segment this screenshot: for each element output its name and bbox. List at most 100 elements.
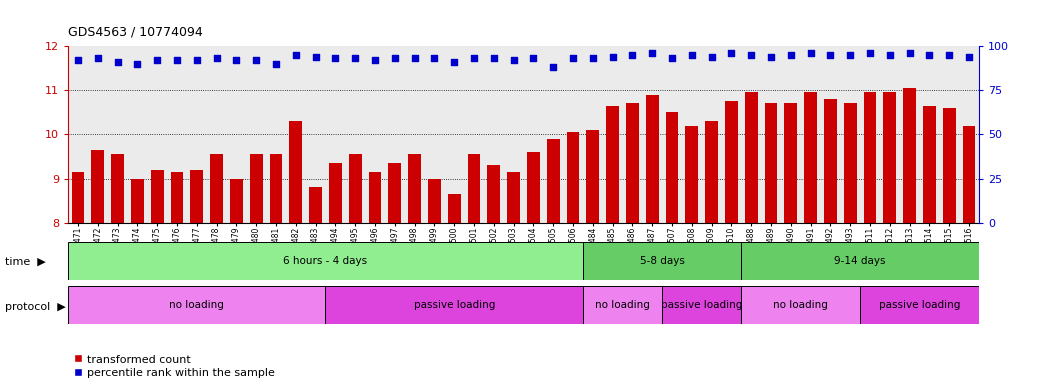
Point (109, 59, 126, 65)
Text: passive loading: passive loading (414, 300, 495, 310)
Text: 9-14 days: 9-14 days (834, 256, 886, 266)
Point (743, 52, 760, 58)
Bar (191, 170, 203, 223)
Bar (741, 242, 979, 280)
Point (208, 55, 225, 61)
Bar (171, 172, 183, 223)
Bar (666, 112, 678, 223)
Bar (151, 170, 163, 223)
Point (941, 52, 958, 58)
Point (564, 55, 581, 61)
Bar (91, 150, 105, 223)
Text: time  ▶: time ▶ (5, 257, 46, 267)
Point (169, 57, 185, 63)
Bar (725, 101, 738, 223)
Point (89, 55, 106, 61)
Bar (527, 152, 540, 223)
Point (486, 55, 503, 61)
Point (684, 52, 700, 58)
Point (862, 50, 878, 56)
Text: no loading: no loading (170, 300, 224, 310)
Point (426, 55, 443, 61)
Bar (566, 132, 579, 223)
Bar (369, 172, 381, 223)
Point (287, 52, 305, 58)
Bar (329, 163, 341, 223)
Bar (764, 104, 778, 223)
Text: passive loading: passive loading (661, 300, 742, 310)
Bar (309, 187, 322, 223)
Point (268, 61, 285, 67)
Bar (744, 93, 758, 223)
Bar (626, 104, 639, 223)
Point (386, 55, 403, 61)
Bar (606, 106, 619, 223)
Point (366, 57, 383, 63)
Point (188, 57, 205, 63)
Bar (210, 154, 223, 223)
Point (406, 55, 423, 61)
Bar (662, 286, 741, 324)
Bar (804, 93, 817, 223)
Point (961, 54, 978, 60)
Point (228, 57, 245, 63)
Bar (942, 108, 956, 223)
Bar (646, 94, 659, 223)
Bar (326, 286, 583, 324)
Bar (250, 154, 263, 223)
Text: 6 hours - 4 days: 6 hours - 4 days (284, 256, 367, 266)
Text: GDS4563 / 10774094: GDS4563 / 10774094 (68, 25, 203, 38)
Bar (824, 99, 837, 223)
Bar (583, 286, 662, 324)
Bar (289, 121, 303, 223)
Point (822, 52, 839, 58)
Point (901, 50, 918, 56)
Bar (487, 165, 500, 223)
Bar (448, 194, 461, 223)
Bar (962, 126, 976, 223)
Point (506, 57, 522, 63)
Text: 5-8 days: 5-8 days (640, 256, 685, 266)
Bar (784, 104, 797, 223)
Point (762, 54, 779, 60)
Point (446, 59, 463, 65)
Point (466, 55, 483, 61)
Point (129, 61, 146, 67)
Bar (586, 130, 599, 223)
Bar (68, 286, 326, 324)
Point (723, 50, 740, 56)
Bar (349, 154, 361, 223)
Point (327, 55, 343, 61)
Point (544, 64, 561, 70)
Point (69, 57, 86, 63)
Bar (428, 179, 441, 223)
Bar (686, 126, 698, 223)
Point (664, 55, 681, 61)
Bar (706, 121, 718, 223)
Point (782, 52, 799, 58)
Point (347, 55, 363, 61)
Bar (904, 88, 916, 223)
Point (604, 54, 621, 60)
Bar (269, 154, 283, 223)
Text: no loading: no loading (774, 300, 828, 310)
Bar (884, 93, 896, 223)
Bar (111, 154, 124, 223)
Bar (861, 286, 979, 324)
Bar (844, 104, 856, 223)
Bar (468, 154, 481, 223)
Bar (71, 172, 85, 223)
Bar (388, 163, 401, 223)
Point (149, 57, 165, 63)
Bar (864, 93, 876, 223)
Bar (547, 139, 560, 223)
Text: no loading: no loading (595, 300, 650, 310)
Bar (408, 154, 421, 223)
Legend: transformed count, percentile rank within the sample: transformed count, percentile rank withi… (73, 354, 274, 379)
Bar (68, 242, 583, 280)
Bar (923, 106, 936, 223)
Point (624, 52, 641, 58)
Bar (507, 172, 520, 223)
Bar (583, 242, 741, 280)
Point (802, 50, 819, 56)
